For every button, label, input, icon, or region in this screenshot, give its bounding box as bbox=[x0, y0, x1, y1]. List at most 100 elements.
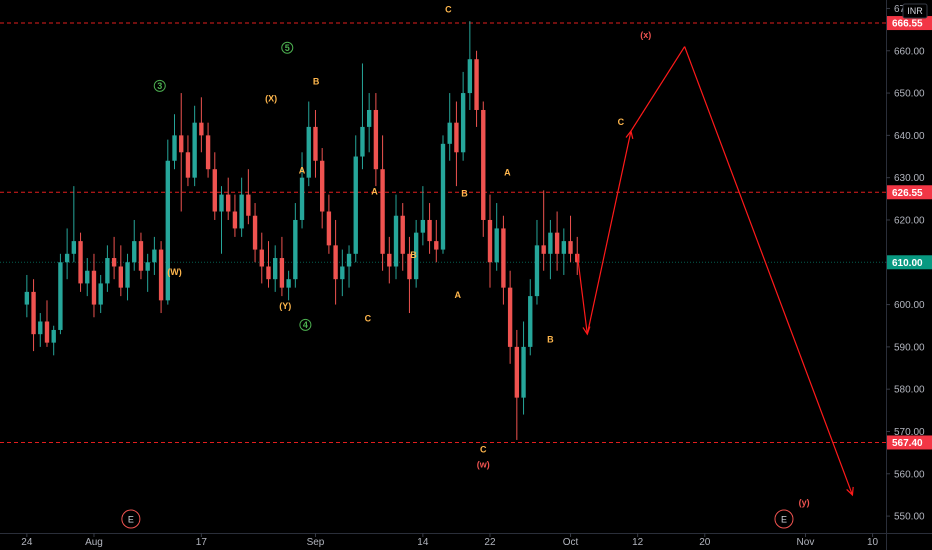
candle-body bbox=[481, 109, 486, 220]
candle-body bbox=[232, 211, 238, 229]
candle-body bbox=[541, 245, 546, 254]
wave-label: C bbox=[365, 313, 372, 323]
candle-body bbox=[299, 177, 305, 220]
projection-arrowhead bbox=[846, 486, 854, 497]
candle-body bbox=[306, 126, 311, 178]
wave-label: B bbox=[547, 335, 554, 345]
wave-label: B bbox=[410, 250, 417, 260]
candle-body bbox=[380, 169, 385, 254]
currency-badge: INR bbox=[902, 3, 928, 19]
wave-label: (y) bbox=[799, 498, 810, 508]
x-tick-label: 24 bbox=[21, 537, 33, 548]
candle-body bbox=[313, 126, 318, 161]
wave-label: 5 bbox=[285, 43, 290, 53]
candle-body bbox=[138, 241, 144, 271]
candle-body bbox=[212, 169, 217, 212]
wave-label: (w) bbox=[477, 459, 490, 469]
candle-body bbox=[58, 262, 63, 330]
candle-body bbox=[400, 215, 405, 254]
current-price-badge-bg bbox=[887, 255, 932, 270]
candle-body bbox=[259, 249, 264, 267]
current-price-badge-label: 610.00 bbox=[892, 258, 923, 269]
candle-body bbox=[185, 152, 191, 178]
wave-label-circle bbox=[299, 318, 312, 331]
x-tick-label: Sep bbox=[307, 537, 325, 548]
wave-label: C bbox=[618, 117, 625, 127]
candle-body bbox=[71, 241, 77, 254]
level-price-badge-label: 626.55 bbox=[892, 188, 923, 199]
event-marker-label: E bbox=[781, 515, 787, 525]
candle-body bbox=[460, 93, 466, 153]
candle-body bbox=[219, 194, 224, 212]
candle-body bbox=[31, 291, 36, 335]
candle-body bbox=[528, 296, 533, 347]
candle-body bbox=[366, 109, 372, 127]
level-price-badge-bg bbox=[887, 435, 932, 450]
candle-body bbox=[51, 329, 56, 343]
wave-label: 3 bbox=[157, 81, 162, 91]
wave-label: C bbox=[480, 445, 487, 455]
candle-body bbox=[85, 270, 90, 284]
candle-body bbox=[199, 122, 204, 136]
candle-body bbox=[534, 245, 540, 297]
candle-body bbox=[568, 241, 573, 254]
candle-body bbox=[373, 109, 379, 170]
wave-label: (x) bbox=[640, 30, 651, 40]
wave-label: (Y) bbox=[279, 301, 291, 311]
candle-body bbox=[145, 262, 150, 271]
candle-body bbox=[111, 258, 117, 267]
candle-body bbox=[454, 122, 459, 153]
candle-body bbox=[226, 194, 231, 212]
candle-body bbox=[239, 194, 244, 229]
projection-segment bbox=[630, 46, 686, 132]
candle-body bbox=[179, 135, 184, 153]
level-price-badge-label: 666.55 bbox=[892, 19, 923, 30]
candle-body bbox=[554, 232, 560, 254]
projection-segment bbox=[586, 131, 632, 335]
candle-body bbox=[407, 253, 412, 280]
wave-label: A bbox=[504, 168, 511, 178]
y-tick-label: 650.00 bbox=[894, 89, 925, 100]
candle-body bbox=[152, 249, 157, 263]
candle-body bbox=[91, 270, 97, 305]
x-tick-label: Aug bbox=[85, 537, 103, 548]
candle-body bbox=[413, 232, 419, 280]
candle-body bbox=[165, 160, 170, 301]
currency-label: INR bbox=[907, 6, 923, 16]
candle-body bbox=[467, 59, 473, 94]
candle-body bbox=[521, 346, 526, 398]
candle-body bbox=[333, 245, 338, 280]
candle-body bbox=[158, 249, 164, 301]
candle-body bbox=[501, 228, 506, 288]
wave-label: 4 bbox=[303, 320, 308, 330]
x-axis: 24 Aug 17 Sep 14 22 Oct 12 20 Nov 10 bbox=[0, 533, 932, 548]
level-price-badge-label: 567.40 bbox=[892, 438, 923, 449]
candle-body bbox=[44, 321, 50, 343]
y-tick-label: 590.00 bbox=[894, 342, 925, 353]
candle-body bbox=[118, 266, 123, 288]
wave-label: B bbox=[313, 77, 320, 87]
wave-label: C bbox=[445, 5, 452, 15]
wave-label: B bbox=[461, 189, 468, 199]
candle-body bbox=[514, 346, 520, 398]
candle-body bbox=[205, 135, 211, 170]
candle-body bbox=[427, 219, 432, 242]
candle-body bbox=[64, 253, 70, 263]
x-tick-label: 20 bbox=[699, 537, 711, 548]
x-tick-label: 17 bbox=[196, 537, 208, 548]
x-tick-label: Nov bbox=[797, 537, 815, 548]
candle-body bbox=[246, 194, 251, 216]
candle-body bbox=[393, 215, 399, 267]
y-tick-label: 560.00 bbox=[894, 469, 925, 480]
y-tick-label: 550.00 bbox=[894, 512, 925, 523]
wave-label-circle bbox=[153, 79, 166, 92]
candle-body bbox=[320, 160, 325, 212]
candle-body bbox=[561, 241, 566, 254]
wave-label-circle bbox=[281, 41, 294, 54]
projection-segment bbox=[576, 253, 588, 335]
candle-body bbox=[440, 143, 446, 250]
candle-body bbox=[434, 241, 439, 250]
candle-body bbox=[487, 219, 493, 263]
